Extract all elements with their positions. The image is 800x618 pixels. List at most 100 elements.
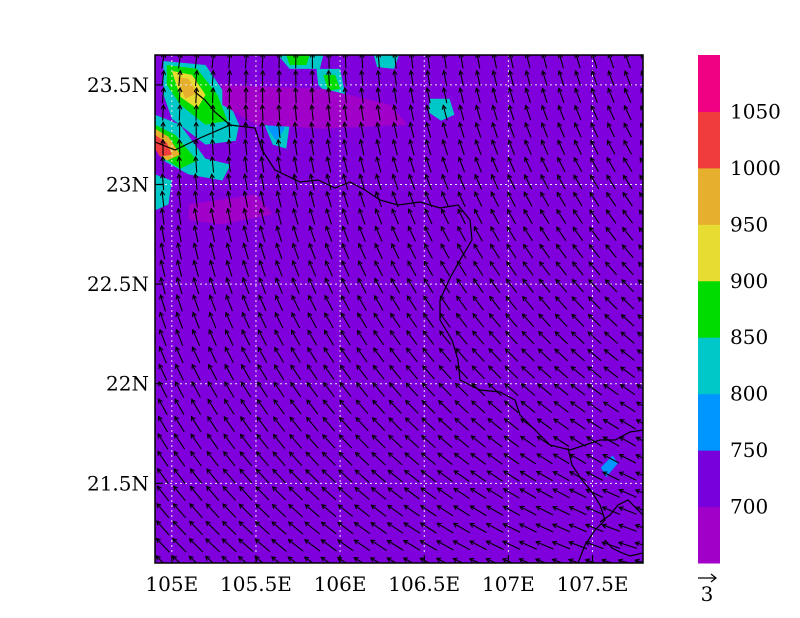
- wind-vector-head: [160, 104, 166, 110]
- wind-vector-head: [174, 380, 180, 387]
- wind-vector: [291, 330, 301, 346]
- wind-vector-head: [424, 138, 430, 145]
- wind-vector-head: [491, 104, 497, 111]
- wind-vector-head: [619, 384, 626, 389]
- wind-vector: [603, 384, 619, 396]
- wind-vector-head: [188, 520, 195, 526]
- wind-vector: [426, 70, 431, 86]
- wind-vector-head: [654, 367, 659, 371]
- wind-vector: [523, 209, 533, 224]
- wind-vector-head: [374, 190, 380, 197]
- wind-vector-head: [325, 173, 331, 179]
- wind-vector: [326, 191, 332, 208]
- wind-vector: [390, 313, 401, 328]
- gridlines: [155, 55, 643, 563]
- wind-vector: [261, 105, 264, 121]
- wind-vector-head: [605, 226, 611, 232]
- wind-vector-head: [353, 504, 360, 510]
- wind-vector-head: [391, 121, 398, 128]
- wind-vector: [240, 416, 252, 432]
- wind-vector: [255, 521, 270, 535]
- wind-vector: [491, 140, 499, 155]
- wind-vector: [390, 278, 401, 294]
- wind-vector-head: [437, 417, 444, 423]
- wind-vector-head: [338, 469, 344, 475]
- wind-vector: [536, 506, 554, 516]
- wind-vector: [506, 278, 518, 293]
- wind-vector: [341, 278, 350, 294]
- wind-vector-head: [194, 55, 200, 58]
- wind-vector-head: [586, 401, 592, 407]
- wind-vector: [173, 503, 187, 519]
- wind-vector: [520, 470, 537, 482]
- wind-vector: [523, 244, 534, 259]
- wind-vector-head: [639, 139, 643, 146]
- wind-vector-head: [585, 453, 592, 459]
- wind-vector-head: [640, 87, 643, 94]
- wind-vector-head: [403, 487, 410, 493]
- wind-vector-head: [474, 191, 479, 197]
- wind-vector: [572, 244, 584, 259]
- wind-vector-head: [541, 69, 547, 76]
- wind-vector: [370, 539, 388, 552]
- wind-vector: [571, 331, 585, 345]
- wind-vector-head: [469, 487, 476, 493]
- wind-vector-head: [607, 122, 612, 128]
- wind-vector-head: [389, 329, 395, 336]
- wind-vector-head: [221, 538, 227, 544]
- wind-vector-head: [422, 312, 428, 319]
- wind-vector: [208, 347, 218, 364]
- wind-vector-head: [469, 470, 476, 476]
- wind-vector-head: [471, 382, 477, 389]
- wind-vector: [358, 243, 367, 260]
- wind-vector: [638, 227, 643, 234]
- wind-vector-head: [238, 503, 244, 509]
- wind-vector: [304, 521, 321, 535]
- wind-vector-head: [425, 86, 431, 93]
- wind-vector-head: [590, 70, 596, 76]
- wind-vector: [194, 70, 198, 86]
- wind-vector: [503, 453, 520, 465]
- wind-vector: [653, 455, 669, 463]
- wind-vector: [557, 174, 566, 190]
- wind-vector: [573, 192, 583, 207]
- wind-vector-head: [603, 366, 609, 372]
- wind-vector-head: [441, 55, 448, 58]
- wind-vector: [405, 400, 419, 414]
- wind-vector: [258, 329, 267, 346]
- wind-vector: [255, 469, 270, 484]
- wind-vector-head: [455, 365, 461, 371]
- wind-vector-head: [407, 260, 413, 266]
- wind-vector-head: [570, 331, 577, 337]
- wind-vector: [453, 540, 471, 551]
- wind-vector-head: [569, 453, 575, 459]
- wind-vector: [277, 174, 282, 191]
- wind-vector-head: [204, 555, 211, 561]
- coastline: [599, 499, 643, 523]
- wind-vector-head: [225, 224, 231, 231]
- wind-vector-head: [358, 173, 364, 179]
- wind-vector: [557, 157, 566, 173]
- wind-vector-head: [260, 69, 266, 75]
- wind-vector-head: [552, 453, 559, 459]
- wind-vector-head: [553, 383, 560, 389]
- wind-vector: [193, 225, 199, 243]
- contour-patch: [429, 98, 455, 121]
- wind-vector: [552, 506, 571, 516]
- wind-vector: [438, 400, 452, 414]
- wind-vector: [176, 260, 183, 277]
- wind-vector-head: [402, 539, 409, 545]
- wind-vector-head: [491, 55, 497, 59]
- wind-vector-head: [226, 173, 232, 179]
- wind-vector-head: [372, 364, 378, 371]
- wind-vector-head: [374, 225, 380, 231]
- wind-vector-head: [588, 243, 594, 250]
- wind-vector-head: [617, 523, 624, 529]
- wind-vector-head: [655, 263, 659, 267]
- wind-vector: [588, 296, 601, 310]
- wind-vector: [558, 105, 565, 121]
- wind-vector: [210, 191, 215, 208]
- wind-vector: [178, 174, 181, 191]
- wind-vector-head: [274, 311, 280, 318]
- wind-vector: [443, 70, 448, 86]
